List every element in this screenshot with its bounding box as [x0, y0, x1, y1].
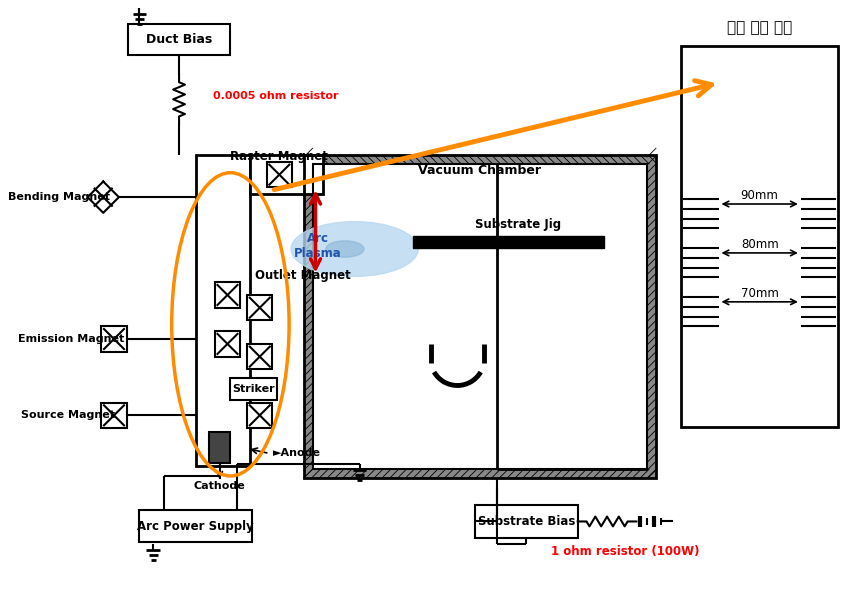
Text: Striker: Striker	[232, 384, 275, 394]
Bar	[139, 510, 252, 542]
Bar	[266, 162, 292, 187]
Ellipse shape	[325, 241, 363, 257]
Bar	[304, 155, 655, 478]
Bar	[304, 155, 655, 478]
Bar	[102, 403, 126, 428]
Bar	[214, 282, 240, 307]
Bar	[230, 378, 277, 400]
Bar	[196, 155, 250, 466]
Text: 70mm: 70mm	[740, 286, 778, 300]
Bar	[681, 45, 837, 427]
Bar	[413, 236, 603, 248]
Text: Vacuum Chamber: Vacuum Chamber	[418, 164, 541, 177]
Bar	[209, 432, 230, 464]
Bar	[247, 403, 272, 428]
Text: Duct Bias: Duct Bias	[146, 33, 212, 46]
Text: Substrate Bias: Substrate Bias	[477, 515, 574, 528]
Text: 베플 구조 변경: 베플 구조 변경	[726, 21, 792, 35]
Text: 0.0005 ohm resistor: 0.0005 ohm resistor	[213, 91, 339, 101]
Bar	[312, 164, 647, 469]
Text: Emission Magnet: Emission Magnet	[18, 334, 124, 344]
Bar	[214, 331, 240, 356]
Text: Substrate Jig: Substrate Jig	[475, 218, 561, 231]
Text: Source Magnet: Source Magnet	[21, 411, 115, 421]
Text: Arc Power Supply: Arc Power Supply	[137, 520, 253, 533]
Text: Cathode: Cathode	[194, 481, 246, 491]
Text: Arc
Plasma: Arc Plasma	[293, 232, 341, 260]
Text: ►Anode: ►Anode	[273, 448, 321, 458]
Text: 90mm: 90mm	[740, 188, 778, 201]
Bar	[247, 344, 272, 369]
Bar	[312, 164, 647, 469]
Bar	[128, 24, 230, 55]
Bar	[102, 326, 126, 352]
Text: Bending Magnet: Bending Magnet	[9, 192, 110, 202]
Text: 1 ohm resistor (100W): 1 ohm resistor (100W)	[550, 545, 699, 558]
Text: Outlet Magnet: Outlet Magnet	[254, 269, 351, 282]
Text: 80mm: 80mm	[740, 237, 778, 250]
Text: Raster Magnet: Raster Magnet	[230, 150, 328, 163]
Ellipse shape	[291, 221, 418, 276]
Bar	[250, 155, 323, 194]
Bar	[474, 505, 577, 538]
Bar	[247, 295, 272, 320]
